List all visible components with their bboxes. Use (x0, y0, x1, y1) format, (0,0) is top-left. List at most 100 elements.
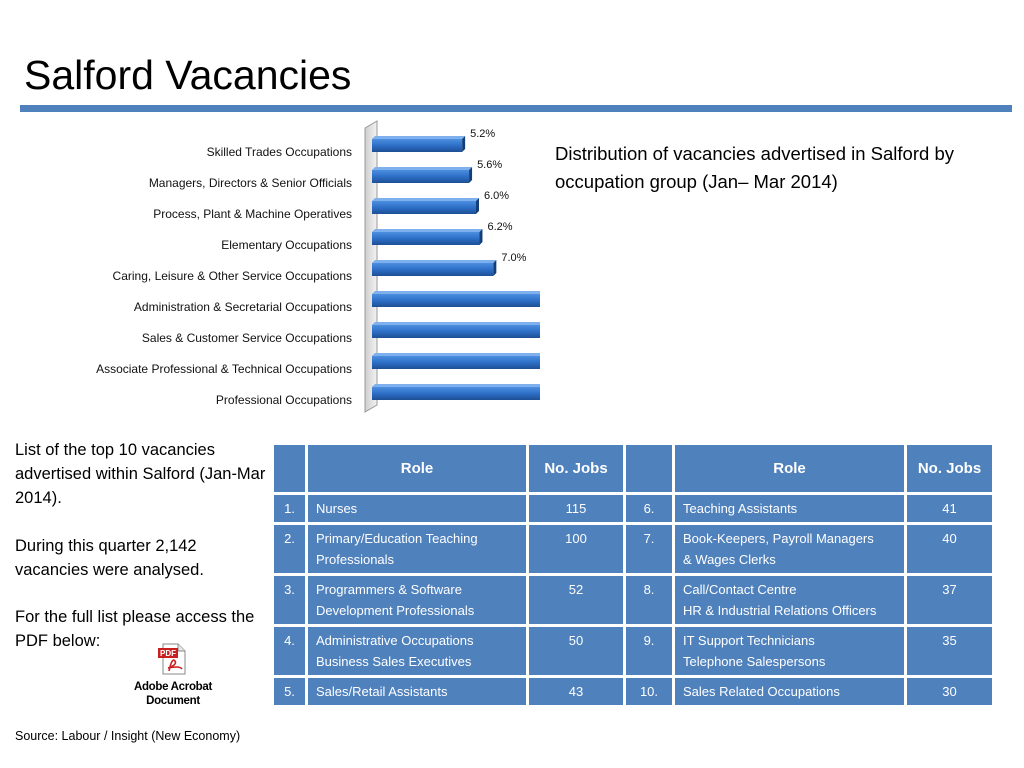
analysed-text: During this quarter 2,142 vacancies were… (15, 537, 204, 579)
bar-end-face (493, 260, 497, 276)
table-row: 1. Nurses 115 6. Teaching Assistants 41 (274, 495, 992, 522)
header-rank-2 (626, 445, 672, 492)
bar (372, 325, 540, 338)
jobs-cell: 100 (529, 525, 623, 573)
category-label: Administration & Secretarial Occupations (134, 300, 352, 314)
value-label: 7.0% (501, 252, 526, 264)
jobs-cell: 30 (907, 678, 992, 705)
value-label: 5.2% (470, 128, 495, 140)
table-row: 5. Sales/Retail Assistants 43 10. Sales Rela… (274, 678, 992, 705)
pdf-label-line1[interactable]: Adobe Acrobat (133, 681, 213, 693)
title-divider (20, 105, 1012, 112)
bar-top-face (372, 384, 540, 387)
role-line: Teaching Assistants (683, 501, 798, 516)
bar-end-face (476, 198, 479, 214)
role-cell: Sales/Retail Assistants (308, 678, 526, 705)
jobs-cell: 115 (529, 495, 623, 522)
header-rank-1 (274, 445, 305, 492)
rank-cell: 3. (274, 576, 305, 624)
role-cell: Sales Related Occupations (675, 678, 904, 705)
intro-text: List of the top 10 vacancies advertised … (15, 441, 266, 507)
table-row: 3. Programmers & Software Development Prof… (274, 576, 992, 624)
page-title: Salford Vacancies (24, 52, 352, 98)
category-label: Associate Professional & Technical Occup… (96, 362, 352, 376)
bar-top-face (372, 322, 540, 325)
jobs-cell: 41 (907, 495, 992, 522)
jobs-cell: 50 (529, 627, 623, 675)
bar-top-face (372, 198, 479, 201)
header-jobs-2: No. Jobs (907, 445, 992, 492)
rank-cell: 4. (274, 627, 305, 675)
role-line: Book-Keepers, Payroll Managers (683, 531, 874, 546)
role-line: Administrative Occupations (316, 633, 474, 648)
role-line: Professionals (316, 552, 395, 567)
role-line: HR & Industrial Relations Officers (683, 603, 877, 618)
role-line: Programmers & Software (316, 582, 462, 597)
top-vacancies-table: Role No. Jobs Role No. Jobs 1. Nurses 115 6… (271, 442, 995, 708)
header-role-1: Role (308, 445, 526, 492)
chart-caption: Distribution of vacancies advertised in … (555, 143, 954, 192)
jobs-cell: 52 (529, 576, 623, 624)
category-label: Caring, Leisure & Other Service Occupati… (113, 269, 352, 283)
role-line: Nurses (316, 501, 358, 516)
table-row: 2. Primary/Education Teaching Professional… (274, 525, 992, 573)
rank-cell: 10. (626, 678, 672, 705)
role-line: IT Support Technicians (683, 633, 815, 648)
role-line: & Wages Clerks (683, 552, 776, 567)
value-label: 5.6% (477, 159, 502, 171)
table-header-row: Role No. Jobs Role No. Jobs (274, 445, 992, 492)
role-cell: Teaching Assistants (675, 495, 904, 522)
bar (372, 139, 463, 152)
role-cell: Programmers & Software Development Profes… (308, 576, 526, 624)
role-cell: Nurses (308, 495, 526, 522)
role-line: Sales Related Occupations (683, 684, 840, 699)
role-line: Development Professionals (316, 603, 475, 618)
chart-axis-wall (364, 120, 378, 413)
bar-top-face (372, 136, 466, 139)
rank-cell: 5. (274, 678, 305, 705)
bar-end-face (479, 229, 483, 245)
role-line: Business Sales Executives (316, 654, 472, 669)
bar (372, 387, 540, 400)
category-label: Sales & Customer Service Occupations (142, 331, 352, 345)
bar (372, 170, 470, 183)
value-label: 6.2% (487, 221, 512, 233)
role-line: Telephone Salespersons (683, 654, 826, 669)
pdf-attachment[interactable]: PDF Adobe Acrobat Document (118, 642, 228, 708)
category-label: Elementary Occupations (221, 238, 352, 252)
category-label: Professional Occupations (216, 393, 352, 407)
role-cell: Primary/Education Teaching Professionals (308, 525, 526, 573)
role-line: Primary/Education Teaching (316, 531, 478, 546)
rank-cell: 8. (626, 576, 672, 624)
bar-top-face (372, 260, 497, 263)
rank-cell: 2. (274, 525, 305, 573)
bar (372, 201, 476, 214)
rank-cell: 9. (626, 627, 672, 675)
bar-top-face (372, 167, 473, 170)
bar-top-face (372, 229, 483, 232)
jobs-cell: 35 (907, 627, 992, 675)
occupation-bar-chart: Skilled Trades Occupations 5.2% Managers, … (96, 120, 540, 413)
role-cell: Administrative Occupations Business Sales… (308, 627, 526, 675)
bar (372, 294, 540, 307)
header-role-2: Role (675, 445, 904, 492)
role-line: Sales/Retail Assistants (316, 684, 448, 699)
pdf-file-icon[interactable]: PDF (156, 642, 190, 676)
bar (372, 232, 480, 245)
pdf-icon-text: PDF (160, 649, 176, 658)
category-label: Process, Plant & Machine Operatives (153, 207, 352, 221)
bar-end-face (469, 167, 473, 183)
jobs-cell: 40 (907, 525, 992, 573)
source-note: Source: Labour / Insight (New Economy) (15, 729, 241, 743)
rank-cell: 6. (626, 495, 672, 522)
header-jobs-1: No. Jobs (529, 445, 623, 492)
jobs-cell: 37 (907, 576, 992, 624)
role-cell: IT Support Technicians Telephone Salesper… (675, 627, 904, 675)
pdf-label-line2[interactable]: Document (146, 695, 200, 707)
value-label: 6.0% (484, 190, 509, 202)
bar-top-face (372, 353, 540, 356)
category-label: Skilled Trades Occupations (207, 145, 352, 159)
jobs-cell: 43 (529, 678, 623, 705)
bar (372, 263, 494, 276)
bar-end-face (462, 136, 466, 152)
